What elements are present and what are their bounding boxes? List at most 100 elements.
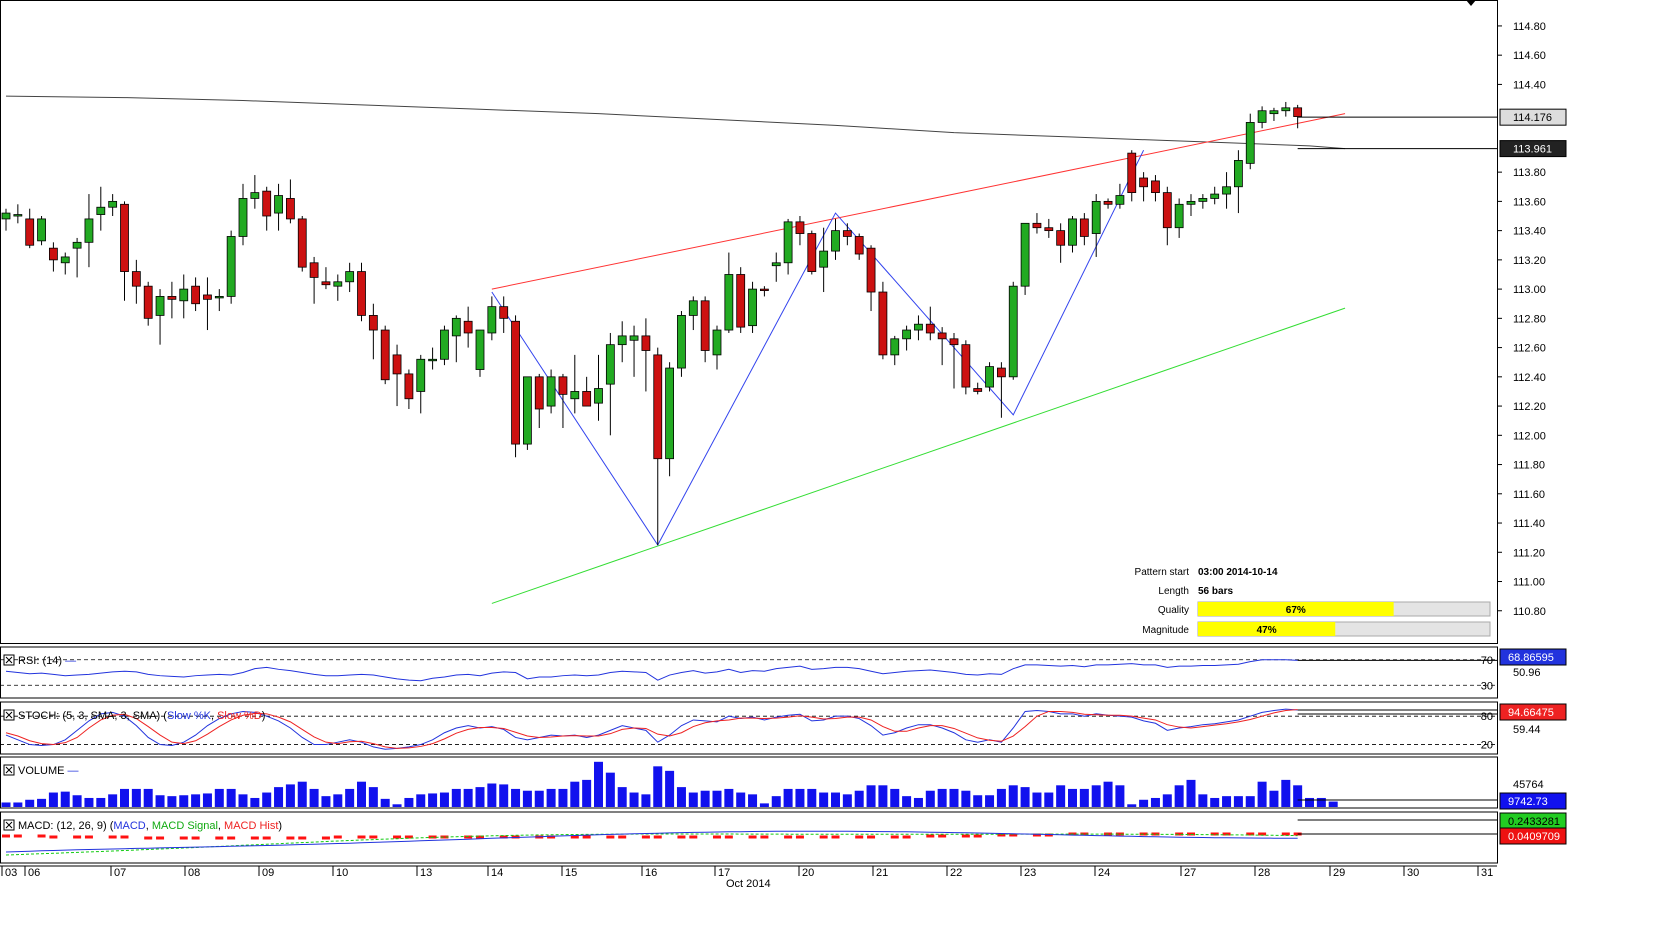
candle-body: [688, 300, 698, 316]
price-tick-label: 112.00: [1513, 430, 1546, 442]
pattern-info: Pattern start 03:00 2014-10-14 Length 56 ba…: [1135, 567, 1491, 637]
moving-average-line: [5, 95, 1346, 150]
pane-title-part: VOLUME: [18, 765, 68, 777]
candle: [1198, 194, 1208, 209]
volume-bar: [202, 793, 212, 807]
volume-bar: [96, 797, 106, 807]
candle: [760, 286, 769, 297]
volume-bar: [688, 792, 698, 807]
volume-bar: [60, 791, 70, 807]
volume-bar: [724, 788, 734, 807]
macd-hist-bar: [1139, 832, 1148, 836]
candle-body: [1234, 160, 1243, 188]
macd-hist-bar: [476, 835, 484, 839]
volume-bar: [819, 792, 829, 807]
collapse-x-icon: [5, 821, 13, 829]
pattern-info-value: 03:00 2014-10-14: [1198, 567, 1278, 578]
pattern-info-label: Magnitude: [1142, 625, 1189, 636]
volume-bar: [214, 788, 224, 807]
volume-bar: [617, 787, 627, 807]
candle-body: [49, 247, 58, 261]
volume-bar: [392, 804, 402, 807]
volume-bar: [842, 794, 852, 807]
candle: [1056, 223, 1066, 263]
candle-body: [523, 376, 532, 445]
rsi-line: [5, 659, 1298, 682]
candle: [890, 335, 900, 366]
candle: [1079, 213, 1089, 246]
rsi-pane-frame: [0, 646, 1498, 699]
candle-body: [665, 367, 674, 460]
candle: [582, 376, 592, 407]
volume-bar: [357, 781, 366, 807]
candle: [191, 277, 201, 312]
macd-hist-bar: [618, 835, 627, 839]
candle: [1210, 186, 1220, 205]
macd-hist-bar: [641, 835, 650, 839]
macd-hist-bar: [1032, 833, 1041, 837]
volume-bar: [285, 784, 295, 807]
volume-bar: [1162, 794, 1172, 807]
volume-bar: [582, 779, 592, 807]
candle-body: [807, 233, 817, 272]
collapse-x-icon: [5, 711, 13, 719]
x-tick-label: 09: [262, 867, 274, 879]
macd-hist-bar: [49, 835, 58, 839]
candle: [262, 186, 272, 231]
candle-body: [274, 195, 283, 214]
macd-hist-bar: [179, 836, 188, 840]
volume-bar: [570, 781, 580, 807]
candle-body: [463, 320, 473, 334]
price-tick-label: 110.80: [1513, 606, 1546, 618]
volume-bar: [404, 797, 414, 807]
candle-body: [1281, 107, 1291, 112]
x-tick-label: 29: [1333, 867, 1345, 879]
candle-body: [700, 300, 710, 351]
volume-bar: [1139, 799, 1149, 807]
x-tick-label: 07: [114, 867, 126, 879]
x-tick-label: 14: [491, 867, 503, 879]
candle-body: [783, 221, 793, 264]
volume-bar: [759, 803, 769, 807]
candle: [84, 194, 94, 268]
volume-bar: [522, 790, 532, 807]
volume-bar: [937, 788, 947, 807]
macd-hist-bar: [689, 835, 698, 839]
candle-body: [451, 317, 461, 337]
macd-hist-bar: [606, 835, 615, 839]
candle: [1139, 172, 1148, 202]
volume-bar: [866, 785, 876, 807]
candle: [309, 256, 319, 304]
candle: [795, 216, 805, 246]
pattern-info-label: Length: [1158, 586, 1189, 597]
macd-hist-bar: [831, 835, 840, 839]
pane-title: VOLUME —: [18, 765, 79, 777]
pane-title-part: MACD Signal: [152, 820, 218, 832]
volume-current: 9742.73: [1508, 796, 1548, 808]
candle-body: [155, 296, 165, 316]
candle: [250, 175, 260, 209]
candle-body: [1, 212, 11, 220]
candle: [1245, 113, 1255, 170]
candle: [1257, 106, 1267, 129]
candle: [629, 325, 639, 377]
volume-bar: [653, 766, 663, 807]
macd-hist-bar: [440, 835, 449, 839]
candle-body: [108, 200, 118, 208]
volume-bar: [1233, 796, 1243, 807]
candle: [368, 303, 378, 360]
candle-body: [985, 366, 994, 388]
candle: [771, 252, 781, 282]
candle-body: [1032, 222, 1042, 229]
volume-bar: [1269, 790, 1279, 807]
price-tick-label: 114.60: [1513, 50, 1546, 62]
candle: [688, 296, 698, 331]
pane-title-part: ,: [146, 820, 152, 832]
candle-body: [961, 344, 971, 388]
candle-body: [214, 296, 224, 299]
candle-body: [653, 354, 663, 460]
volume-bar: [368, 787, 378, 807]
candle: [96, 186, 106, 231]
macd-hist-bar: [890, 835, 899, 839]
